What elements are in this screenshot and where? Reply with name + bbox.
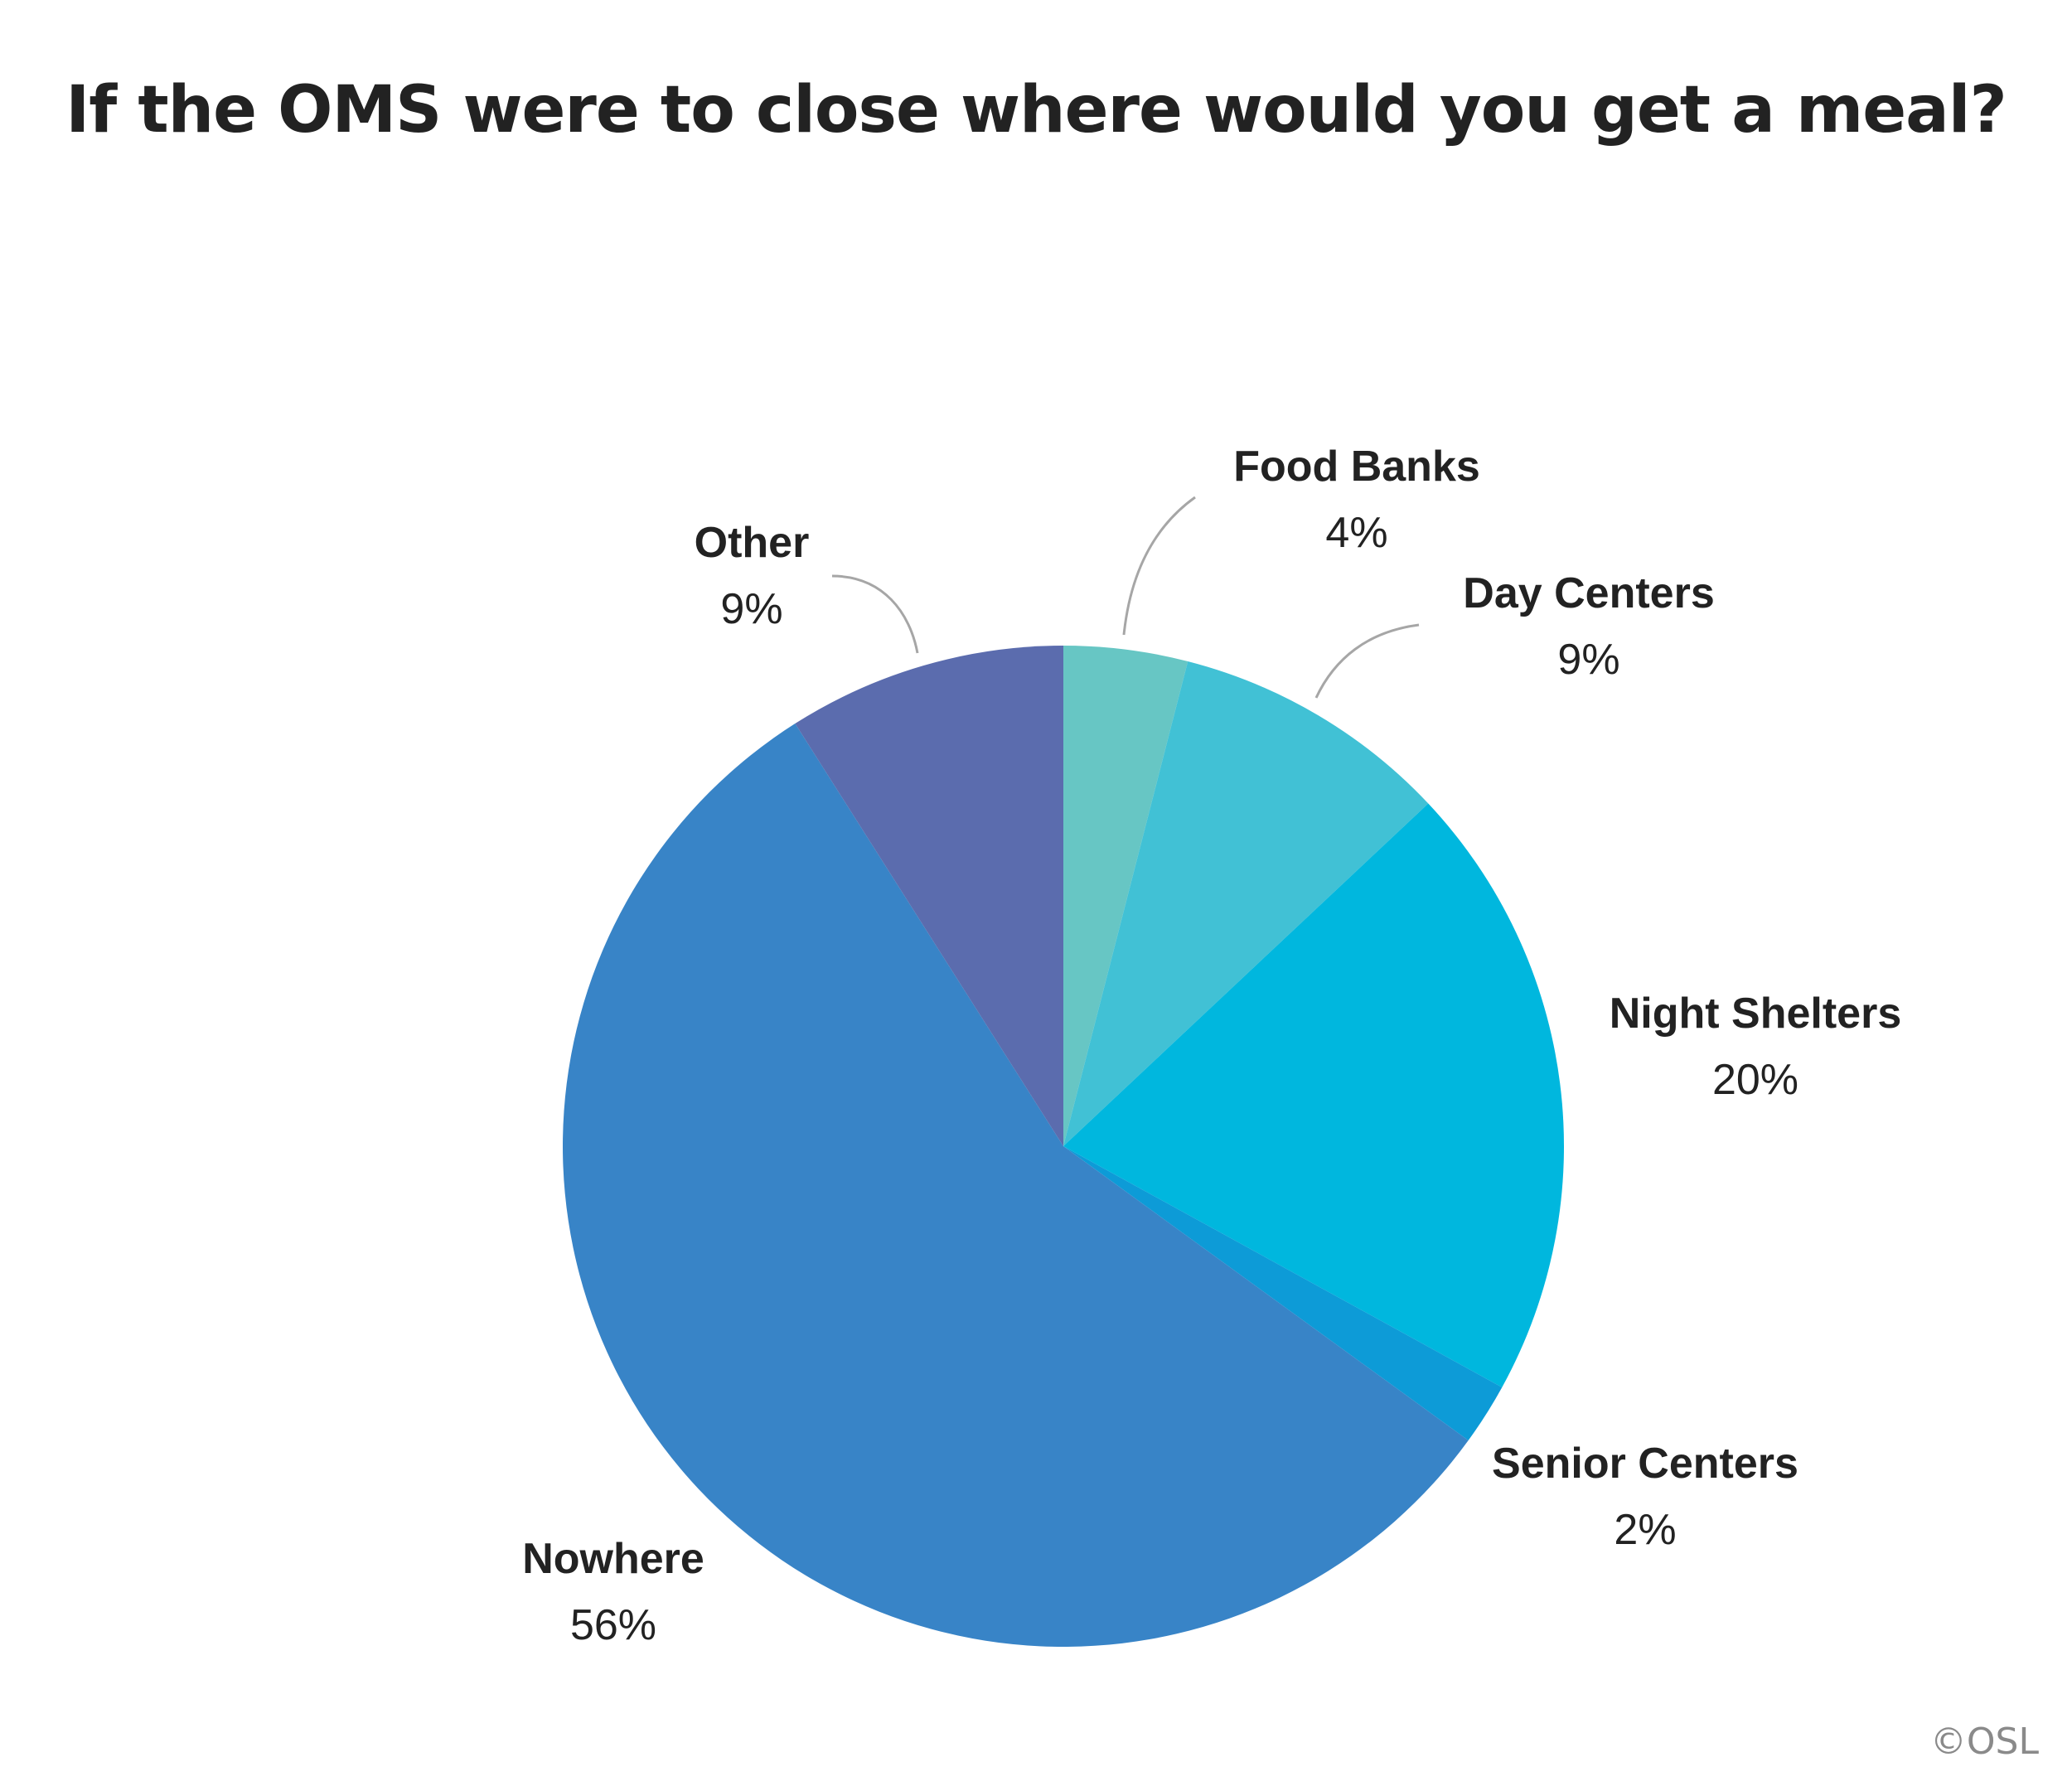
credit-text: ©OSL bbox=[1929, 1721, 2039, 1763]
slice-label-night-shelters: Night Shelters bbox=[1610, 990, 1902, 1038]
slice-value-senior-centers: 2% bbox=[1614, 1506, 1676, 1554]
pie-slice-food-banks bbox=[1063, 646, 1188, 1146]
pie-slice-day-centers bbox=[1063, 661, 1429, 1146]
leader-line-food-banks bbox=[1122, 496, 1196, 636]
pie-slice-night-shelters bbox=[1063, 803, 1565, 1387]
pie-slice-senior-centers bbox=[1063, 1146, 1503, 1441]
slice-value-food-banks: 4% bbox=[1325, 509, 1387, 557]
slice-labels: Food Banks 4% Day Centers 9% Night Shelters 2… bbox=[522, 443, 1901, 1649]
slice-label-day-centers: Day Centers bbox=[1463, 569, 1714, 617]
chart-title: If the OMS were to close where would you… bbox=[65, 73, 2007, 148]
slice-label-senior-centers: Senior Centers bbox=[1492, 1440, 1798, 1488]
slice-value-other: 9% bbox=[720, 585, 782, 633]
slice-label-food-banks: Food Banks bbox=[1233, 443, 1480, 491]
slice-value-night-shelters: 20% bbox=[1712, 1056, 1798, 1104]
pie-slice-nowhere bbox=[562, 724, 1469, 1648]
slice-label-nowhere: Nowhere bbox=[522, 1535, 704, 1583]
leader-line-other bbox=[831, 574, 919, 654]
slice-value-nowhere: 56% bbox=[570, 1601, 656, 1649]
pie-slices bbox=[562, 646, 1565, 1648]
leader-line-day-centers bbox=[1314, 623, 1420, 699]
slice-value-day-centers: 9% bbox=[1557, 636, 1619, 684]
pie-slice-other bbox=[795, 646, 1063, 1146]
slice-label-other: Other bbox=[695, 519, 810, 567]
leader-lines bbox=[831, 496, 1420, 699]
